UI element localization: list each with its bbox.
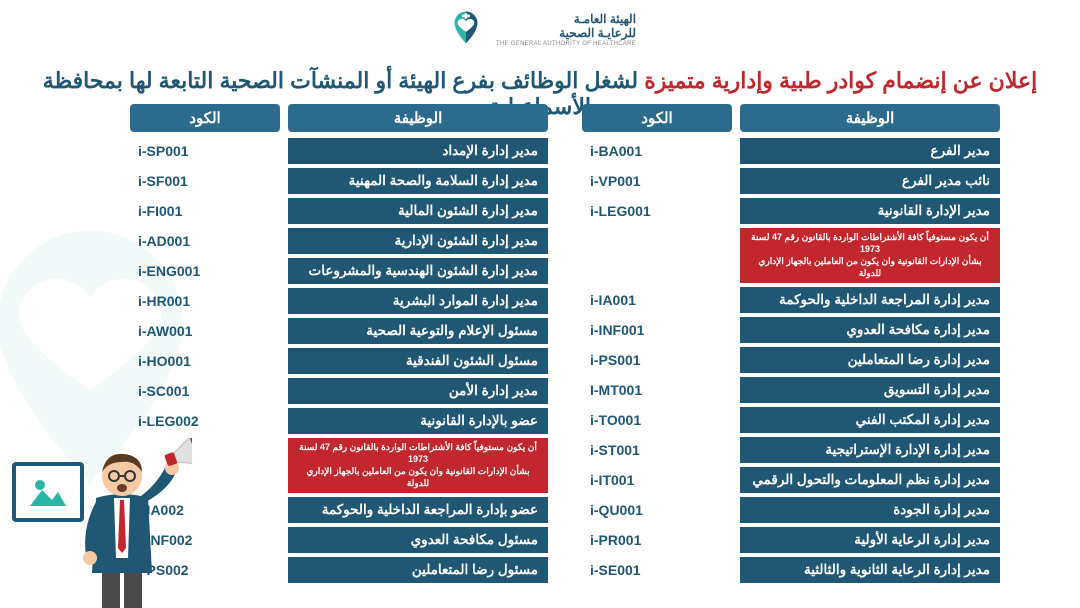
job-code-cell: i-ST001 [590, 437, 740, 463]
table-row: مسئول الشئون الفندقيةi-HO001 [130, 348, 548, 374]
job-code-cell: i-SP001 [138, 138, 288, 164]
job-title-cell: مدير إدارة رضا المتعاملين [740, 347, 1000, 373]
logo-line2: للرعايـة الصحية [559, 26, 636, 40]
table-row: مدير إدارة الإمدادi-SP001 [130, 138, 548, 164]
job-title-cell: مدير إدارة نظم المعلومات والتحول الرقمي [740, 467, 1000, 493]
org-logo: الهيئة العامـة للرعايـة الصحية THE GENER… [444, 8, 636, 52]
job-title-cell: مدير إدارة الأمن [288, 378, 548, 404]
job-title-cell: مدير إدارة الرعاية الثانوية والثالثية [740, 557, 1000, 583]
job-code-cell: i-HR001 [138, 288, 288, 314]
job-code-cell: i-BA001 [590, 138, 740, 164]
job-code-cell: i-TO001 [590, 407, 740, 433]
job-title-cell: مدير إدارة الجودة [740, 497, 1000, 523]
job-code-cell: i-HO001 [138, 348, 288, 374]
table-row: مدير إدارة الأمنi-SC001 [130, 378, 548, 404]
job-title-cell: مدير إدارة الشئون الإدارية [288, 228, 548, 254]
job-title-cell: مدير إدارة المكتب الفني [740, 407, 1000, 433]
header-code: الكود [582, 104, 732, 132]
jobs-column-right: الوظيفة الكود مدير الفرعi-BA001نائب مدير… [582, 104, 1000, 608]
job-title-cell: مدير إدارة مكافحة العدوي [740, 317, 1000, 343]
job-title-cell: عضو بإدارة المراجعة الداخلية والحوكمة [288, 497, 548, 523]
table-row: أن يكون مستوفياً كافة الأشتراطات الواردة… [582, 228, 1000, 283]
man-with-megaphone-icon [52, 438, 192, 608]
table-row: مسئول الإعلام والتوعية الصحيةi-AW001 [130, 318, 548, 344]
job-code-cell: i-PS001 [590, 347, 740, 373]
logo-mark-icon [444, 8, 488, 52]
column-header: الوظيفة الكود [130, 104, 548, 132]
job-code-cell: i-QU001 [590, 497, 740, 523]
job-title-cell: مدير إدارة الشئون الهندسية والمشروعات [288, 258, 548, 284]
table-row: مدير إدارة التسويقI-MT001 [582, 377, 1000, 403]
job-title-cell: نائب مدير الفرع [740, 168, 1000, 194]
job-code-cell: i-PR001 [590, 527, 740, 553]
job-code-cell: i-AD001 [138, 228, 288, 254]
table-row: مدير إدارة الإدارة الإستراتيجيةi-ST001 [582, 437, 1000, 463]
table-row: مدير إدارة مكافحة العدويi-INF001 [582, 317, 1000, 343]
table-row: مدير إدارة الرعاية الثانوية والثالثيةi-S… [582, 557, 1000, 583]
job-code-cell: i-LEG001 [590, 198, 740, 224]
job-title-cell: مسئول الإعلام والتوعية الصحية [288, 318, 548, 344]
job-title-cell: عضو بالإدارة القانونية [288, 408, 548, 434]
table-row: مدير إدارة الشئون الماليةi-FI001 [130, 198, 548, 224]
table-row: مدير إدارة الرعاية الأوليةi-PR001 [582, 527, 1000, 553]
table-row: مدير إدارة رضا المتعاملينi-PS001 [582, 347, 1000, 373]
table-row: مدير إدارة الشئون الإداريةi-AD001 [130, 228, 548, 254]
logo-line1: الهيئة العامـة [574, 12, 636, 26]
logo-sub-en: THE GENERAL AUTHORITY OF HEALTHCARE [496, 41, 636, 48]
job-title-cell: مدير إدارة الشئون المالية [288, 198, 548, 224]
job-title-cell: مدير الإدارة القانونية [740, 198, 1000, 224]
job-code-cell: i-IA001 [590, 287, 740, 313]
announcer-illustration [0, 408, 200, 608]
table-row: مدير إدارة الجودةi-QU001 [582, 497, 1000, 523]
job-title-cell: مدير إدارة الإمداد [288, 138, 548, 164]
job-title-cell: مدير إدارة الإدارة الإستراتيجية [740, 437, 1000, 463]
job-code-cell: i-AW001 [138, 318, 288, 344]
job-code-cell: i-SC001 [138, 378, 288, 404]
job-code-cell: i-SF001 [138, 168, 288, 194]
table-row: مدير الإدارة القانونيةi-LEG001 [582, 198, 1000, 224]
job-title-cell: مسئول مكافحة العدوي [288, 527, 548, 553]
job-code-cell: i-ENG001 [138, 258, 288, 284]
job-code-cell: i-VP001 [590, 168, 740, 194]
table-row: مدير إدارة نظم المعلومات والتحول الرقميi… [582, 467, 1000, 493]
legal-notice: أن يكون مستوفياً كافة الأشتراطات الواردة… [288, 438, 548, 493]
table-row: مدير إدارة المراجعة الداخلية والحوكمةi-I… [582, 287, 1000, 313]
job-title-cell: مدير إدارة المراجعة الداخلية والحوكمة [740, 287, 1000, 313]
header-job: الوظيفة [288, 104, 548, 132]
table-row: مدير إدارة السلامة والصحة المهنيةi-SF001 [130, 168, 548, 194]
job-code-cell: I-MT001 [590, 377, 740, 403]
job-code-cell: i-FI001 [138, 198, 288, 224]
header-job: الوظيفة [740, 104, 1000, 132]
job-title-cell: مدير إدارة التسويق [740, 377, 1000, 403]
table-row: مدير إدارة الشئون الهندسية والمشروعاتi-E… [130, 258, 548, 284]
legal-notice: أن يكون مستوفياً كافة الأشتراطات الواردة… [740, 228, 1000, 283]
logo-text: الهيئة العامـة للرعايـة الصحية THE GENER… [496, 12, 636, 48]
job-code-cell: i-INF001 [590, 317, 740, 343]
title-emph: إعلان عن إنضمام كوادر طبية وإدارية متميز… [644, 68, 1037, 93]
table-row: مدير إدارة المكتب الفنيi-TO001 [582, 407, 1000, 433]
job-title-cell: مدير إدارة الرعاية الأولية [740, 527, 1000, 553]
job-title-cell: مسئول رضا المتعاملين [288, 557, 548, 583]
job-code-cell: i-IT001 [590, 467, 740, 493]
table-row: مدير إدارة الموارد البشريةi-HR001 [130, 288, 548, 314]
job-title-cell: مسئول الشئون الفندقية [288, 348, 548, 374]
job-title-cell: مدير الفرع [740, 138, 1000, 164]
table-row: مدير الفرعi-BA001 [582, 138, 1000, 164]
header-code: الكود [130, 104, 280, 132]
table-row: نائب مدير الفرعi-VP001 [582, 168, 1000, 194]
tables-area: الوظيفة الكود مدير الفرعi-BA001نائب مدير… [130, 104, 1000, 608]
job-code-cell: i-SE001 [590, 557, 740, 583]
column-header: الوظيفة الكود [582, 104, 1000, 132]
job-title-cell: مدير إدارة الموارد البشرية [288, 288, 548, 314]
job-title-cell: مدير إدارة السلامة والصحة المهنية [288, 168, 548, 194]
